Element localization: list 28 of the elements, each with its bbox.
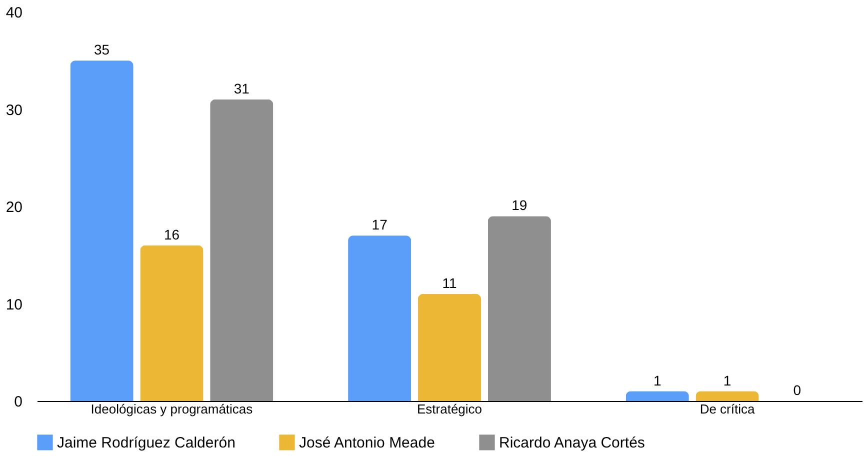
bar [70,60,134,401]
bar [696,391,759,401]
bar [210,100,274,401]
y-tick-label: 0 [14,394,22,410]
bar [488,216,551,401]
bar [626,391,689,401]
legend-label: Jaime Rodríguez Calderón [57,434,236,452]
y-tick-label: 20 [6,199,22,216]
data-label: 17 [372,216,388,233]
bar [140,245,204,401]
x-tick-label: Ideológicas y programáticas [90,402,254,416]
bar [418,294,481,401]
bar [348,236,412,401]
y-tick-label: 40 [6,4,22,22]
legend-label: Ricardo Anaya Cortés [499,434,645,452]
data-label: 31 [234,80,250,97]
y-tick-label: 30 [6,102,22,119]
x-tick-label: Estratégico [416,402,482,416]
data-label: 16 [164,226,180,242]
data-label: 19 [512,197,528,214]
y-tick-label: 10 [6,296,22,314]
data-label: 35 [94,42,110,58]
data-label: 11 [442,275,457,292]
data-label: 0 [793,382,802,398]
legend-label: José Antonio Meade [299,434,435,452]
data-label: 1 [653,372,662,388]
data-label: 1 [723,372,732,388]
x-tick-label: De crítica [700,402,756,416]
